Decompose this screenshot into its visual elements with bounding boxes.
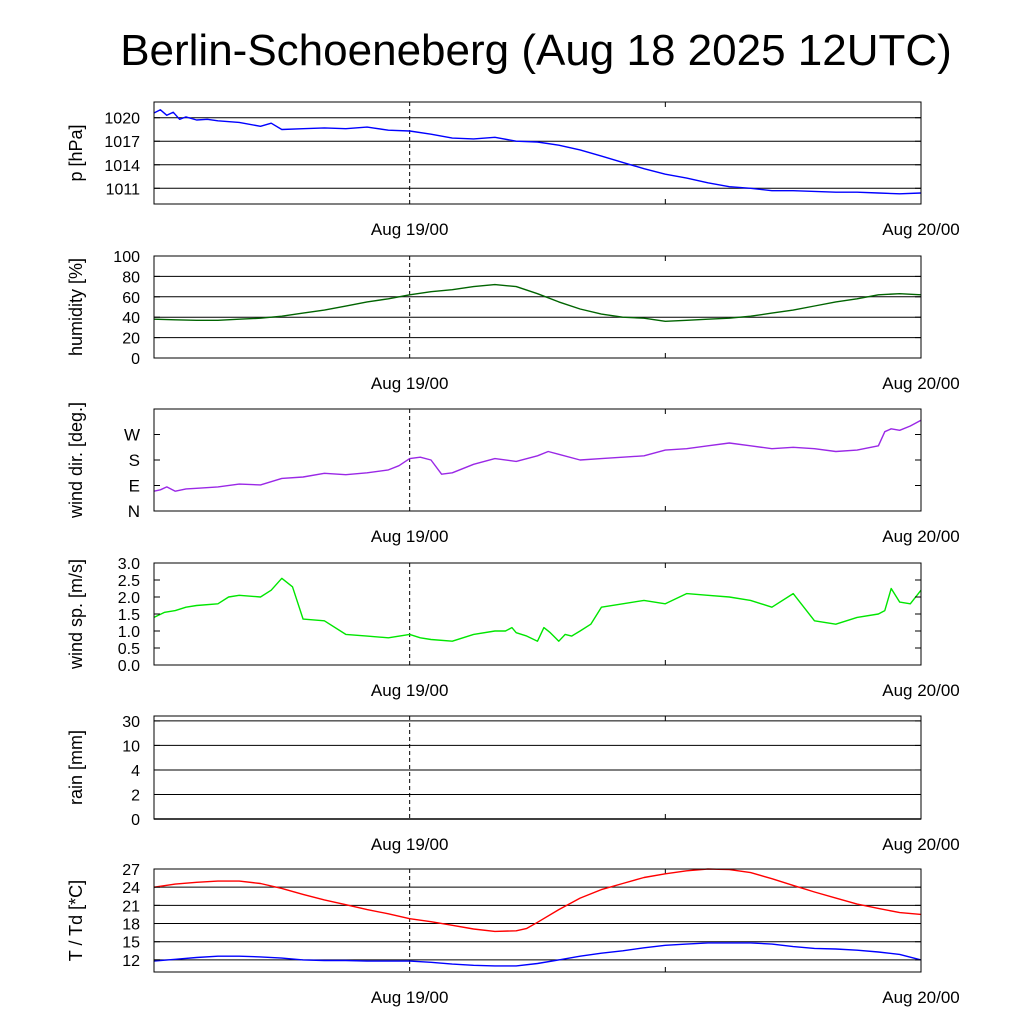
panel-wind_speed: 0.00.51.01.52.02.53.0 Aug 19/00 Aug 20/00 w…	[66, 556, 960, 700]
x-tick-label: Aug 20/00	[882, 527, 960, 546]
y-axis-label: T / Td [*C]	[66, 880, 86, 961]
y-tick-label: 0.0	[118, 658, 140, 675]
y-tick-label: 15	[122, 935, 140, 952]
y-tick-label: 1020	[104, 111, 140, 128]
panel-humidity: 0 20 40 60 80 100 Aug 19/00 Aug 20/00 humidity […	[66, 249, 960, 393]
y-tick-label: 24	[122, 880, 140, 897]
y-axis-label: p [hPa]	[66, 124, 86, 181]
plot-frame	[153, 715, 922, 820]
panel-pressure: 1011 1014 1017 1020 Aug 19/00 Aug 20/00 p [hPa…	[66, 101, 960, 239]
y-tick-label: N	[128, 502, 140, 521]
y-tick-label: 80	[122, 269, 140, 286]
x-tick-label: Aug 20/00	[882, 988, 960, 1007]
series-line	[153, 283, 922, 322]
y-tick-label: W	[124, 426, 140, 445]
plot-frame	[153, 868, 922, 973]
y-tick-label: 1011	[106, 181, 141, 198]
plot-frame	[153, 562, 922, 666]
x-tick-label: Aug 19/00	[371, 835, 449, 854]
y-tick-label: 0.5	[118, 641, 140, 658]
series-line	[153, 419, 922, 492]
series-line	[153, 109, 922, 195]
plot-frame	[153, 101, 922, 205]
y-tick-label: 12	[122, 953, 140, 970]
y-tick-label: 4	[131, 763, 140, 780]
y-tick-label: 100	[113, 249, 140, 266]
chart-title: Berlin-Schoeneberg (Aug 18 2025 12UTC)	[120, 26, 952, 75]
y-tick-label: 3.0	[118, 556, 140, 573]
x-tick-label: Aug 20/00	[882, 374, 960, 393]
x-tick-label: Aug 19/00	[371, 374, 449, 393]
y-tick-label: 40	[122, 310, 140, 327]
y-tick-label: 0	[131, 351, 140, 368]
y-tick-label: 20	[122, 331, 140, 348]
y-axis-label: humidity [%]	[66, 258, 86, 356]
series-line	[153, 577, 922, 642]
y-tick-label: 21	[122, 898, 140, 915]
x-tick-label: Aug 19/00	[371, 988, 449, 1007]
y-axis-label: wind sp. [m/s]	[66, 559, 86, 670]
y-tick-label: 2	[131, 787, 140, 804]
y-tick-label: 2.5	[118, 573, 140, 590]
y-tick-label: 27	[122, 862, 140, 879]
y-tick-label: 30	[122, 714, 140, 731]
x-tick-label: Aug 19/00	[371, 220, 449, 239]
y-tick-label: 1017	[104, 134, 140, 151]
y-tick-label: 60	[122, 290, 140, 307]
y-tick-label: 1014	[104, 158, 140, 175]
x-tick-label: Aug 19/00	[371, 681, 449, 700]
panel-rain: 0 2 4 10 30 Aug 19/00 Aug 20/00 rain [mm]	[66, 714, 960, 854]
plot-frame	[153, 408, 922, 512]
y-axis-label: rain [mm]	[66, 730, 86, 805]
y-tick-label: 1.0	[118, 624, 140, 641]
y-tick-label: E	[129, 477, 140, 496]
x-tick-label: Aug 20/00	[882, 681, 960, 700]
y-tick-label: 18	[122, 917, 140, 934]
y-tick-label: S	[129, 451, 140, 470]
y-tick-label: 2.0	[118, 590, 140, 607]
series-line	[153, 868, 922, 933]
x-tick-label: Aug 20/00	[882, 835, 960, 854]
plot-frame	[153, 255, 922, 359]
x-tick-label: Aug 20/00	[882, 220, 960, 239]
series-line	[153, 942, 922, 967]
y-axis-label: wind dir. [deg.]	[66, 402, 86, 519]
x-tick-label: Aug 19/00	[371, 527, 449, 546]
y-tick-label: 0	[131, 812, 140, 829]
y-tick-label: 10	[122, 738, 140, 755]
y-tick-label: 1.5	[118, 607, 140, 624]
